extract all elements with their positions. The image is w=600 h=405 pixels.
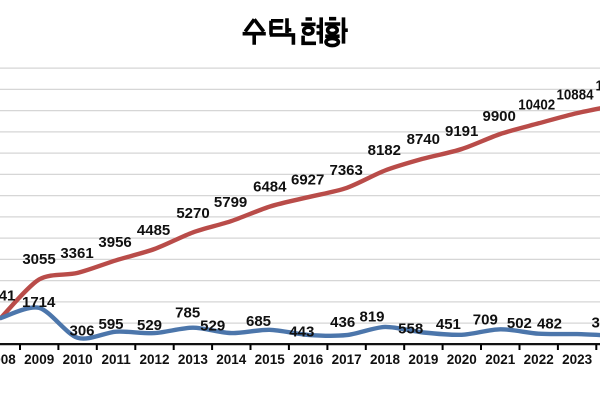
svg-text:2012: 2012 — [139, 352, 169, 367]
svg-text:709: 709 — [473, 311, 498, 328]
svg-text:2016: 2016 — [293, 352, 324, 367]
svg-text:785: 785 — [175, 304, 200, 321]
svg-text:6927: 6927 — [291, 171, 324, 188]
svg-text:2017: 2017 — [332, 352, 362, 367]
svg-text:2019: 2019 — [408, 352, 438, 367]
svg-text:3055: 3055 — [22, 251, 55, 268]
svg-text:398: 398 — [591, 314, 600, 331]
svg-text:4485: 4485 — [137, 222, 170, 239]
svg-text:8740: 8740 — [407, 131, 440, 148]
svg-text:2021: 2021 — [485, 352, 516, 367]
svg-text:10402: 10402 — [518, 97, 555, 114]
svg-text:819: 819 — [359, 309, 384, 326]
svg-text:443: 443 — [289, 324, 314, 341]
svg-text:2013: 2013 — [178, 352, 209, 367]
svg-text:3956: 3956 — [98, 234, 131, 251]
svg-text:5799: 5799 — [214, 194, 247, 211]
svg-text:6484: 6484 — [253, 178, 287, 195]
svg-text:2015: 2015 — [255, 352, 286, 367]
svg-text:436: 436 — [330, 314, 355, 331]
svg-text:2023: 2023 — [562, 352, 593, 367]
svg-text:529: 529 — [137, 317, 162, 334]
svg-text:482: 482 — [537, 315, 562, 332]
svg-text:685: 685 — [246, 313, 271, 330]
svg-text:1714: 1714 — [22, 294, 56, 311]
svg-text:502: 502 — [507, 315, 532, 332]
svg-text:7363: 7363 — [330, 162, 363, 179]
svg-text:3361: 3361 — [60, 245, 93, 262]
svg-text:2010: 2010 — [63, 352, 93, 367]
svg-text:306: 306 — [69, 323, 94, 340]
svg-text:595: 595 — [98, 316, 123, 333]
svg-text:9900: 9900 — [483, 108, 516, 125]
svg-text:2009: 2009 — [24, 352, 54, 367]
svg-text:2014: 2014 — [216, 352, 247, 367]
svg-text:558: 558 — [398, 320, 423, 337]
svg-text:11223: 11223 — [596, 77, 600, 94]
svg-text:451: 451 — [436, 316, 461, 333]
svg-text:1241: 1241 — [0, 287, 15, 304]
svg-text:2008: 2008 — [0, 352, 16, 367]
svg-text:2022: 2022 — [524, 352, 554, 367]
svg-text:5270: 5270 — [176, 205, 209, 222]
svg-text:529: 529 — [200, 317, 225, 334]
svg-text:8182: 8182 — [368, 142, 401, 159]
svg-text:2011: 2011 — [101, 352, 131, 367]
svg-text:9191: 9191 — [445, 123, 478, 140]
svg-text:2018: 2018 — [370, 352, 401, 367]
svg-text:10884: 10884 — [557, 87, 595, 104]
svg-text:2020: 2020 — [447, 352, 477, 367]
